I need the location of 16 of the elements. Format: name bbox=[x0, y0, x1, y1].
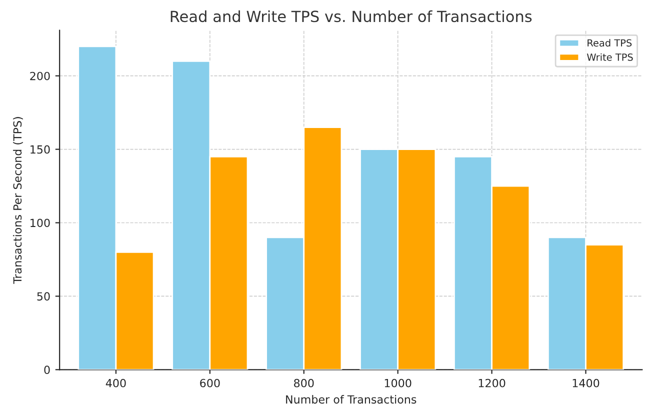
x-tick-label: 1400 bbox=[572, 378, 600, 388]
chart-title: Read and Write TPS vs. Number of Transactions bbox=[170, 10, 532, 22]
y-tick-label: 150 bbox=[30, 145, 50, 154]
y-tick-label: 0 bbox=[44, 366, 50, 374]
y-axis-title: Transactions Per Second (TPS) bbox=[13, 117, 23, 284]
x-tick-label: 800 bbox=[294, 378, 314, 388]
x-tick-label: 1200 bbox=[478, 378, 506, 388]
x-tick-label: 600 bbox=[200, 378, 220, 388]
legend-label: Write TPS bbox=[586, 53, 633, 61]
y-tick-label: 50 bbox=[37, 292, 50, 301]
legend-label: Read TPS bbox=[588, 39, 632, 47]
x-tick-label: 1000 bbox=[384, 378, 412, 388]
x-axis-title: Number of Transactions bbox=[286, 394, 416, 404]
x-tick-label: 400 bbox=[106, 378, 126, 388]
y-tick-label: 100 bbox=[30, 218, 50, 228]
y-tick-label: 200 bbox=[30, 72, 50, 80]
